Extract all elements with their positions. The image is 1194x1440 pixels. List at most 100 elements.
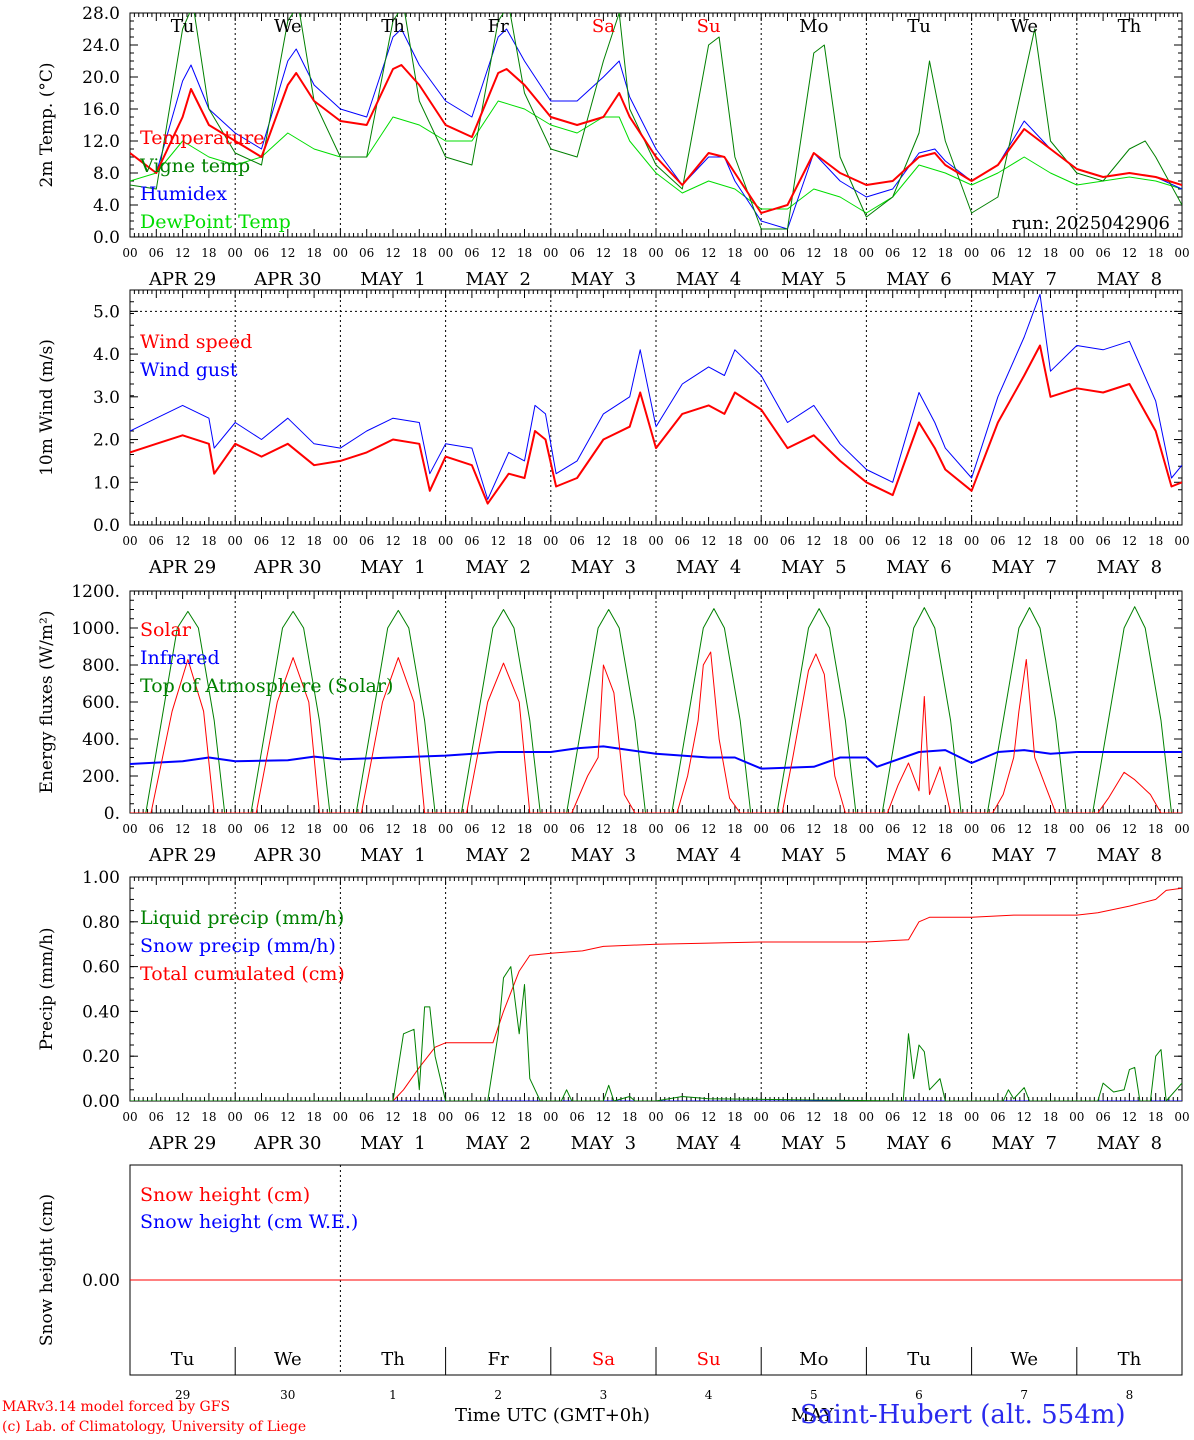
hour-tick-label: 06 xyxy=(149,534,164,548)
y-tick-label: 0.20 xyxy=(82,1047,120,1067)
date-label: MAY 4 xyxy=(676,557,741,578)
day-name: Sa xyxy=(592,16,615,37)
legend-entry: Temperature xyxy=(140,127,264,149)
date-label: APR 29 xyxy=(148,845,216,866)
hour-tick-label: 18 xyxy=(306,1110,321,1124)
date-label: MAY 2 xyxy=(465,1133,530,1154)
series-line xyxy=(130,745,1182,770)
y-tick-label: 2.0 xyxy=(93,431,120,451)
date-label: APR 29 xyxy=(148,269,216,290)
hour-tick-label: 00 xyxy=(543,534,558,548)
hour-tick-label: 18 xyxy=(1043,1110,1058,1124)
hour-tick-label: 00 xyxy=(438,246,453,260)
date-label: MAY 3 xyxy=(571,269,636,290)
hour-tick-label: 18 xyxy=(938,1110,953,1124)
hour-tick-label: 06 xyxy=(359,534,374,548)
hour-tick-label: 06 xyxy=(1095,822,1110,836)
hour-tick-label: 12 xyxy=(701,822,716,836)
hour-tick-label: 12 xyxy=(806,1110,821,1124)
hour-tick-label: 12 xyxy=(491,534,506,548)
date-label: MAY 1 xyxy=(360,1133,425,1154)
hour-tick-label: 00 xyxy=(543,822,558,836)
hour-tick-label: 18 xyxy=(938,246,953,260)
hour-tick-label: 06 xyxy=(254,822,269,836)
date-label: MAY 7 xyxy=(991,557,1056,578)
date-label: MAY 8 xyxy=(1097,557,1162,578)
panel-2: 00 06 12 18 00 06 12 18 00 06 12 18 00 06 12 18 00 06 12 18… xyxy=(37,289,1190,578)
day-name: Tu xyxy=(907,16,931,37)
hour-tick-label: 18 xyxy=(306,246,321,260)
hour-tick-label: 06 xyxy=(254,534,269,548)
hour-tick-label: 06 xyxy=(780,246,795,260)
y-axis-label: Precip (mm/h) xyxy=(37,927,57,1050)
hour-tick-label: 12 xyxy=(1017,534,1032,548)
hour-tick-label: 00 xyxy=(964,822,979,836)
y-tick-label: 600. xyxy=(82,693,120,713)
month-label: MAY xyxy=(791,1405,834,1426)
meteogram-chart: 00 06 12 18 00 06 12 18 00 06 12 18 00 06 12 18 00 06 12 18… xyxy=(37,4,1190,1402)
date-label: MAY 7 xyxy=(991,269,1056,290)
hour-tick-label: 12 xyxy=(491,1110,506,1124)
hour-tick-label: 06 xyxy=(464,1110,479,1124)
date-label: MAY 6 xyxy=(886,269,951,290)
series-line xyxy=(130,13,1182,230)
hour-tick-label: 06 xyxy=(780,822,795,836)
hour-tick-label: 12 xyxy=(1122,534,1137,548)
hour-tick-label: 18 xyxy=(622,534,637,548)
hour-tick-label: 00 xyxy=(1069,1110,1084,1124)
y-tick-label: 3.0 xyxy=(93,388,120,408)
hour-tick-label: 12 xyxy=(911,534,926,548)
day-name: Tu xyxy=(171,16,195,37)
hour-tick-label: 06 xyxy=(254,246,269,260)
y-tick-label: 4.0 xyxy=(93,196,120,216)
hour-tick-label: 18 xyxy=(412,822,427,836)
day-name: Mo xyxy=(799,16,828,37)
legend-entry: Solar xyxy=(140,619,192,641)
hour-tick-label: 06 xyxy=(675,822,690,836)
hour-tick-label: 12 xyxy=(596,534,611,548)
y-tick-label: 0. xyxy=(104,804,120,824)
day-number: 29 xyxy=(175,1388,190,1402)
hour-tick-label: 18 xyxy=(201,822,216,836)
hour-tick-label: 00 xyxy=(122,822,137,836)
hour-tick-label: 06 xyxy=(359,1110,374,1124)
legend-entry: DewPoint Temp xyxy=(140,211,291,233)
panel-3: 00 06 12 18 00 06 12 18 00 06 12 18 00 06 12 18 00 06 12 18… xyxy=(37,582,1190,866)
hour-tick-label: 06 xyxy=(569,822,584,836)
day-number: 3 xyxy=(600,1388,608,1402)
hour-tick-label: 12 xyxy=(385,534,400,548)
hour-tick-label: 18 xyxy=(201,246,216,260)
y-tick-label: 4.0 xyxy=(93,345,120,365)
hour-tick-label: 18 xyxy=(938,822,953,836)
date-label: MAY 6 xyxy=(886,1133,951,1154)
hour-tick-label: 00 xyxy=(754,1110,769,1124)
hour-tick-label: 12 xyxy=(1017,822,1032,836)
hour-tick-label: 00 xyxy=(648,534,663,548)
hour-tick-label: 06 xyxy=(780,1110,795,1124)
station-title: Saint-Hubert (alt. 554m) xyxy=(800,1400,1126,1430)
hour-tick-label: 06 xyxy=(675,534,690,548)
hour-tick-label: 12 xyxy=(280,1110,295,1124)
hour-tick-label: 18 xyxy=(832,822,847,836)
legend-entry: Vigne temp xyxy=(139,155,250,177)
date-label: MAY 3 xyxy=(571,557,636,578)
hour-tick-label: 00 xyxy=(859,1110,874,1124)
hour-tick-label: 06 xyxy=(149,1110,164,1124)
hour-tick-label: 12 xyxy=(911,246,926,260)
hour-tick-label: 00 xyxy=(122,534,137,548)
hour-tick-label: 00 xyxy=(333,246,348,260)
date-label: MAY 1 xyxy=(360,845,425,866)
hour-tick-label: 06 xyxy=(359,822,374,836)
hour-tick-label: 18 xyxy=(517,1110,532,1124)
legend-entry: Snow height (cm) xyxy=(140,1184,310,1206)
hour-tick-label: 18 xyxy=(412,1110,427,1124)
hour-tick-label: 18 xyxy=(201,534,216,548)
run-label: run: 2025042906 xyxy=(1012,213,1170,234)
hour-tick-label: 00 xyxy=(859,534,874,548)
hour-tick-label: 12 xyxy=(911,1110,926,1124)
hour-tick-label: 12 xyxy=(806,246,821,260)
hour-tick-label: 06 xyxy=(569,1110,584,1124)
hour-tick-label: 12 xyxy=(911,822,926,836)
hour-tick-label: 12 xyxy=(596,1110,611,1124)
y-axis-label: 2m Temp. (°C) xyxy=(37,62,57,187)
